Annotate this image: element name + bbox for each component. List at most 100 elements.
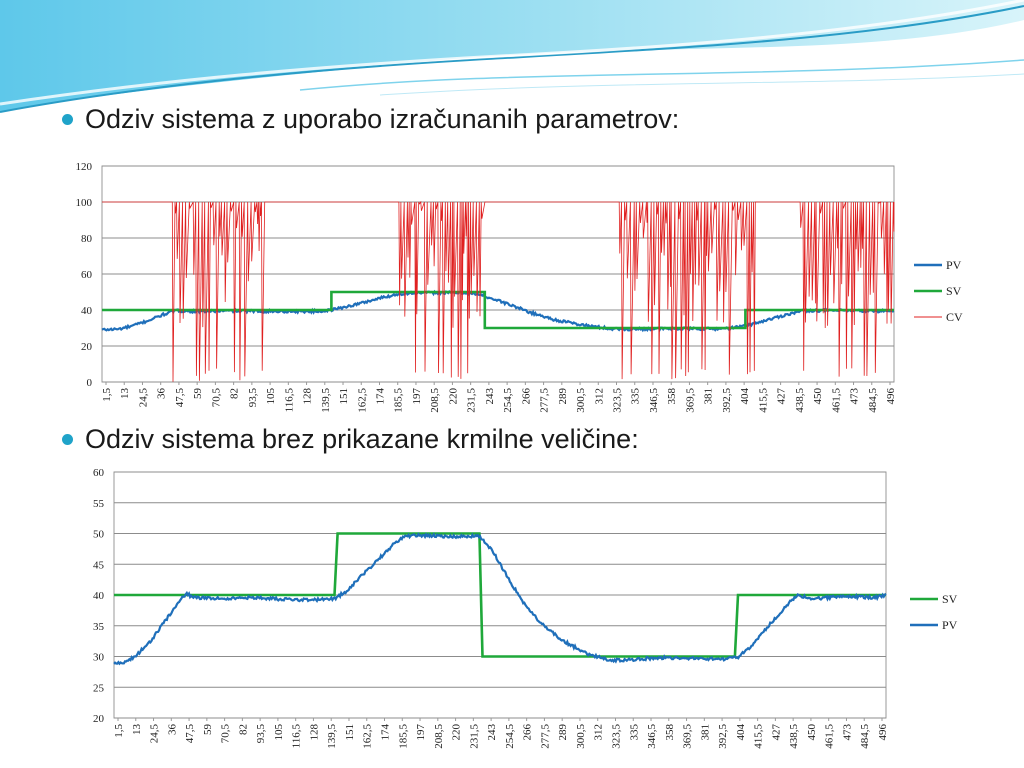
- x-tick-label: 289: [557, 724, 569, 741]
- x-tick-label: 300,5: [575, 724, 587, 749]
- x-tick-label: 496: [885, 388, 897, 405]
- x-tick-label: 266: [522, 724, 534, 741]
- x-tick-label: 392,5: [721, 388, 733, 413]
- x-tick-label: 346,5: [646, 724, 658, 749]
- x-tick-label: 450: [806, 724, 818, 741]
- x-tick-label: 139,5: [320, 388, 332, 413]
- x-tick-label: 427: [776, 388, 788, 405]
- legend-label-pv: PV: [942, 618, 958, 632]
- bullet-dot-icon: [62, 114, 73, 125]
- x-tick-label: 128: [302, 388, 314, 405]
- x-tick-label: 151: [338, 388, 350, 405]
- legend-label-cv: CV: [946, 310, 963, 324]
- bullet-item-2: Odziv sistema brez prikazane krmilne vel…: [62, 424, 639, 455]
- y-tick-label: 20: [81, 341, 93, 353]
- x-tick-label: 381: [703, 388, 715, 405]
- x-tick-label: 381: [699, 724, 711, 741]
- x-tick-label: 105: [265, 388, 277, 405]
- bullet-item-1: Odziv sistema z uporabo izračunanih para…: [62, 104, 679, 135]
- bullet-dot-icon: [62, 434, 73, 445]
- x-tick-label: 243: [486, 724, 498, 741]
- x-tick-label: 473: [841, 724, 853, 741]
- x-tick-label: 47,5: [184, 724, 196, 744]
- x-tick-label: 82: [229, 388, 241, 399]
- y-tick-label: 80: [81, 233, 93, 245]
- x-tick-label: 197: [411, 388, 423, 405]
- x-tick-label: 162,5: [362, 724, 374, 749]
- x-tick-label: 174: [380, 724, 392, 741]
- x-tick-label: 24,5: [137, 388, 149, 408]
- x-tick-label: 13: [131, 724, 143, 736]
- x-tick-label: 231,5: [468, 724, 480, 749]
- header-wave-decoration: [0, 0, 1024, 113]
- x-tick-label: 116,5: [283, 388, 295, 413]
- x-tick-label: 346,5: [648, 388, 660, 413]
- legend-label-sv: SV: [946, 284, 962, 298]
- x-tick-label: 116,5: [291, 724, 303, 749]
- x-tick-label: 415,5: [757, 388, 769, 413]
- y-tick-label: 25: [93, 682, 105, 694]
- x-tick-label: 47,5: [174, 388, 186, 408]
- x-tick-label: 335: [628, 724, 640, 741]
- series-sv-line: [102, 290, 894, 330]
- chart-response-without-control: 20 25 30 35 40 45 50 55 60 1,5 13 24,5 36 47,5 59 70,5 8…: [93, 467, 958, 749]
- x-tick-label: 105: [273, 724, 285, 741]
- y-tick-label: 45: [93, 559, 105, 571]
- x-tick-label: 82: [237, 724, 249, 735]
- x-tick-label: 312: [593, 388, 605, 405]
- x-tick-label: 312: [593, 724, 605, 741]
- x-tick-label: 254,5: [504, 724, 516, 749]
- x-tick-label: 174: [374, 388, 386, 405]
- y-tick-label: 100: [76, 197, 93, 209]
- x-tick-label: 404: [739, 388, 751, 405]
- x-tick-label: 243: [484, 388, 496, 405]
- x-tick-label: 461,5: [830, 388, 842, 413]
- series-sv-line: [114, 532, 886, 658]
- y-tick-label: 120: [76, 161, 93, 173]
- series-cv-line: [102, 200, 895, 382]
- x-tick-label: 59: [202, 724, 214, 736]
- series-pv-line: [113, 532, 887, 666]
- x-tick-label: 254,5: [502, 388, 514, 413]
- x-tick-label: 70,5: [220, 724, 232, 744]
- x-tick-label: 1,5: [113, 724, 125, 738]
- x-tick-label: 139,5: [326, 724, 338, 749]
- x-tick-label: 438,5: [794, 388, 806, 413]
- x-tick-label: 24,5: [149, 724, 161, 744]
- x-tick-label: 162,5: [356, 388, 368, 413]
- x-tick-label: 461,5: [824, 724, 836, 749]
- x-tick-label: 289: [557, 388, 569, 405]
- x-tick-label: 70,5: [210, 388, 222, 408]
- x-tick-label: 484,5: [867, 388, 879, 413]
- x-tick-label: 323,5: [612, 388, 624, 413]
- legend-label-sv: SV: [942, 592, 958, 606]
- x-tick-label: 220: [451, 724, 463, 741]
- x-tick-label: 128: [308, 724, 320, 741]
- x-tick-label: 277,5: [539, 724, 551, 749]
- x-tick-label: 151: [344, 724, 356, 741]
- x-tick-label: 93,5: [247, 388, 259, 408]
- x-tick-label: 438,5: [788, 724, 800, 749]
- x-tick-label: 323,5: [610, 724, 622, 749]
- x-tick-label: 415,5: [753, 724, 765, 749]
- x-tick-label: 392,5: [717, 724, 729, 749]
- x-tick-label: 427: [770, 724, 782, 741]
- x-tick-label: 266: [520, 388, 532, 405]
- x-tick-label: 208,5: [433, 724, 445, 749]
- y-tick-label: 50: [93, 529, 105, 541]
- x-tick-label: 369,5: [682, 724, 694, 749]
- x-tick-label: 59: [192, 388, 204, 400]
- x-tick-label: 36: [156, 388, 168, 400]
- y-tick-label: 35: [93, 621, 105, 633]
- x-tick-label: 185,5: [393, 388, 405, 413]
- x-tick-label: 231,5: [466, 388, 478, 413]
- x-tick-label: 197: [415, 724, 427, 741]
- x-tick-label: 13: [119, 388, 131, 400]
- x-tick-label: 335: [630, 388, 642, 405]
- x-tick-label: 450: [812, 388, 824, 405]
- chart-response-with-parameters: 0 20 40 60 80 100 120 1,5 13 24,5 36 47,5 59 70,5 82 93…: [76, 161, 964, 413]
- x-tick-label: 473: [849, 388, 861, 405]
- x-tick-label: 36: [166, 724, 178, 736]
- x-tick-label: 277,5: [539, 388, 551, 413]
- x-tick-label: 496: [877, 724, 889, 741]
